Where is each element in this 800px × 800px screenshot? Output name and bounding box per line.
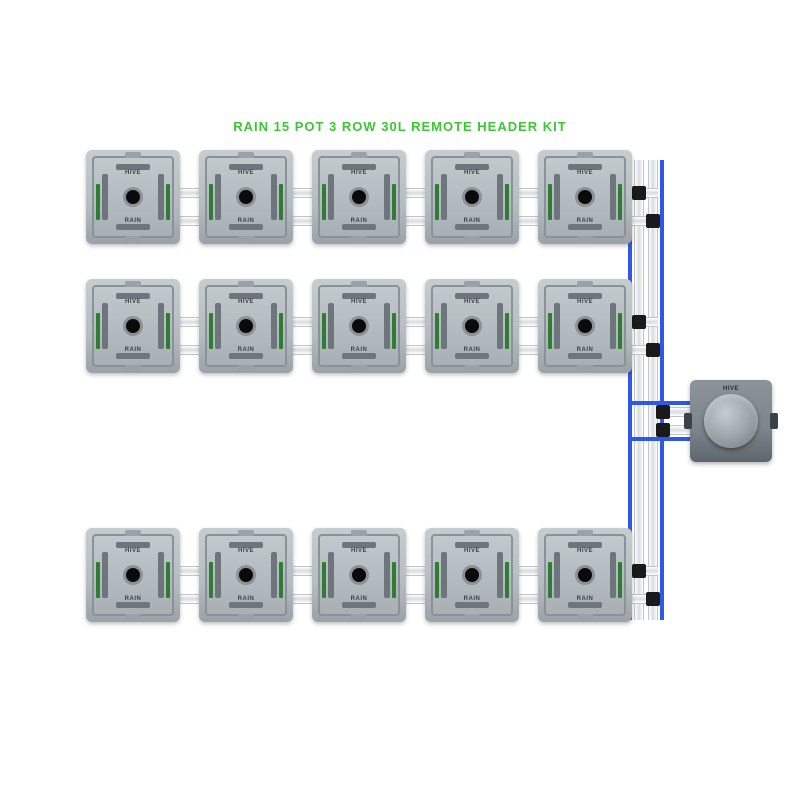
pipe-joint xyxy=(632,315,646,329)
pot: HIVE RAIN xyxy=(538,528,632,622)
manifold-tube-2 xyxy=(660,160,664,620)
pot: HIVE RAIN xyxy=(199,279,293,373)
header-brand: HIVE xyxy=(723,386,739,392)
manifold-pipe-2 xyxy=(648,160,658,620)
pot-brand-top: HIVE xyxy=(238,170,254,176)
pot: HIVE RAIN xyxy=(199,528,293,622)
pot-brand-bottom: RAIN xyxy=(577,596,594,602)
remote-header-unit: HIVE xyxy=(690,380,772,462)
pot-brand-bottom: RAIN xyxy=(125,347,142,353)
pot-brand-bottom: RAIN xyxy=(577,218,594,224)
header-joint xyxy=(656,423,670,437)
pot: HIVE RAIN xyxy=(312,150,406,244)
pot-brand-top: HIVE xyxy=(577,299,593,305)
pot-brand-bottom: RAIN xyxy=(464,347,481,353)
pot-brand-bottom: RAIN xyxy=(464,596,481,602)
header-knob xyxy=(704,394,758,448)
pipe-joint xyxy=(646,214,660,228)
pipe-joint xyxy=(632,564,646,578)
pot-brand-bottom: RAIN xyxy=(238,596,255,602)
pot-brand-bottom: RAIN xyxy=(238,218,255,224)
pot-brand-bottom: RAIN xyxy=(238,347,255,353)
pipe-joint xyxy=(632,186,646,200)
pot: HIVE RAIN xyxy=(86,279,180,373)
pot-brand-bottom: RAIN xyxy=(351,218,368,224)
pot-brand-bottom: RAIN xyxy=(351,347,368,353)
pot-brand-top: HIVE xyxy=(351,170,367,176)
pot-brand-top: HIVE xyxy=(577,170,593,176)
pot: HIVE RAIN xyxy=(538,279,632,373)
pot: HIVE RAIN xyxy=(86,150,180,244)
pot: HIVE RAIN xyxy=(425,279,519,373)
manifold-pipe-1 xyxy=(634,160,644,620)
pot: HIVE RAIN xyxy=(312,279,406,373)
pot-brand-top: HIVE xyxy=(125,548,141,554)
pot-brand-bottom: RAIN xyxy=(577,347,594,353)
pot-brand-top: HIVE xyxy=(238,548,254,554)
pot-brand-top: HIVE xyxy=(125,170,141,176)
pot-brand-bottom: RAIN xyxy=(464,218,481,224)
pot: HIVE RAIN xyxy=(199,150,293,244)
pot-brand-top: HIVE xyxy=(351,548,367,554)
pot: HIVE RAIN xyxy=(312,528,406,622)
header-tube-2 xyxy=(628,437,690,441)
pot-brand-top: HIVE xyxy=(464,299,480,305)
header-joint xyxy=(656,405,670,419)
pot-brand-bottom: RAIN xyxy=(351,596,368,602)
pot-brand-top: HIVE xyxy=(351,299,367,305)
pot: HIVE RAIN xyxy=(425,528,519,622)
pot: HIVE RAIN xyxy=(425,150,519,244)
pot: HIVE RAIN xyxy=(86,528,180,622)
pipe-joint xyxy=(646,592,660,606)
pot-brand-top: HIVE xyxy=(464,548,480,554)
pot: HIVE RAIN xyxy=(538,150,632,244)
pipe-joint xyxy=(646,343,660,357)
pot-brand-top: HIVE xyxy=(464,170,480,176)
diagram-title: RAIN 15 POT 3 ROW 30L REMOTE HEADER KIT xyxy=(233,119,566,134)
pot-brand-top: HIVE xyxy=(125,299,141,305)
pot-brand-bottom: RAIN xyxy=(125,596,142,602)
pot-brand-top: HIVE xyxy=(238,299,254,305)
pot-brand-top: HIVE xyxy=(577,548,593,554)
pot-brand-bottom: RAIN xyxy=(125,218,142,224)
